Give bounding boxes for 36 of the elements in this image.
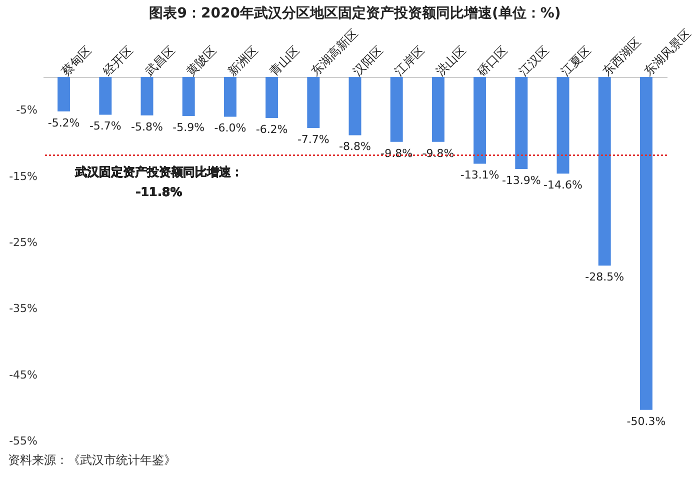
x-tick-label: 新洲区 bbox=[225, 43, 261, 78]
ref-line-label: 武汉固定资产投资额同比增速： -11.8% bbox=[74, 165, 243, 200]
data-label: -6.2% bbox=[256, 123, 288, 136]
data-label: -28.5% bbox=[585, 270, 624, 284]
data-label: -8.8% bbox=[339, 140, 371, 154]
y-tick-label: -15% bbox=[9, 170, 38, 183]
x-tick-label: 黄陂区 bbox=[184, 43, 220, 78]
data-label: -13.9% bbox=[502, 174, 541, 187]
data-label: -6.0% bbox=[214, 122, 246, 135]
x-tick-label: 青山区 bbox=[266, 43, 302, 78]
data-label: -5.9% bbox=[172, 121, 205, 134]
y-tick-label: -35% bbox=[9, 302, 38, 316]
x-tick-label: 东湖风景区 bbox=[641, 26, 694, 78]
x-tick-label: 经开区 bbox=[100, 43, 136, 78]
x-tick-label: 东西湖区 bbox=[600, 34, 644, 78]
x-tick-label: 硚口区 bbox=[474, 43, 510, 80]
y-tick-label: -55% bbox=[9, 434, 38, 448]
data-label: -5.2% bbox=[48, 116, 80, 130]
data-label: -50.3% bbox=[626, 414, 666, 428]
x-tick-label: 汉阳区 bbox=[350, 43, 386, 78]
y-tick-label: -25% bbox=[9, 236, 38, 249]
x-tick-label: 武昌区 bbox=[142, 43, 178, 78]
x-tick-label: 江岸区 bbox=[392, 43, 428, 78]
y-tick-label: -5% bbox=[16, 104, 38, 117]
text: 资料来源：《武汉市统计年鉴》 bbox=[8, 452, 176, 469]
data-label: -7.7% bbox=[297, 132, 330, 146]
x-tick-label: 蔡甸区 bbox=[58, 43, 94, 78]
data-label: -13.1% bbox=[460, 168, 500, 182]
data-label: -14.6% bbox=[544, 178, 582, 192]
data-label: -5.8% bbox=[131, 120, 163, 134]
x-tick-label: 洪山区 bbox=[433, 43, 469, 78]
chart-title: 图表9：2020年武汉分区地区固定资产投资额同比增速(单位：%) bbox=[149, 4, 561, 22]
x-tick-label: 江汉区 bbox=[516, 43, 552, 78]
y-tick-label: -45% bbox=[9, 368, 38, 382]
x-tick-label: 江夏区 bbox=[558, 43, 594, 78]
data-label: -5.7% bbox=[89, 120, 122, 133]
